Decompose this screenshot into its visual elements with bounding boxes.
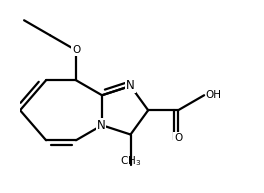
Text: O: O (72, 45, 80, 55)
Text: N: N (96, 119, 105, 132)
Text: O: O (174, 133, 182, 143)
Text: N: N (126, 80, 135, 92)
Text: OH: OH (205, 90, 221, 100)
Text: CH$_3$: CH$_3$ (120, 155, 141, 168)
